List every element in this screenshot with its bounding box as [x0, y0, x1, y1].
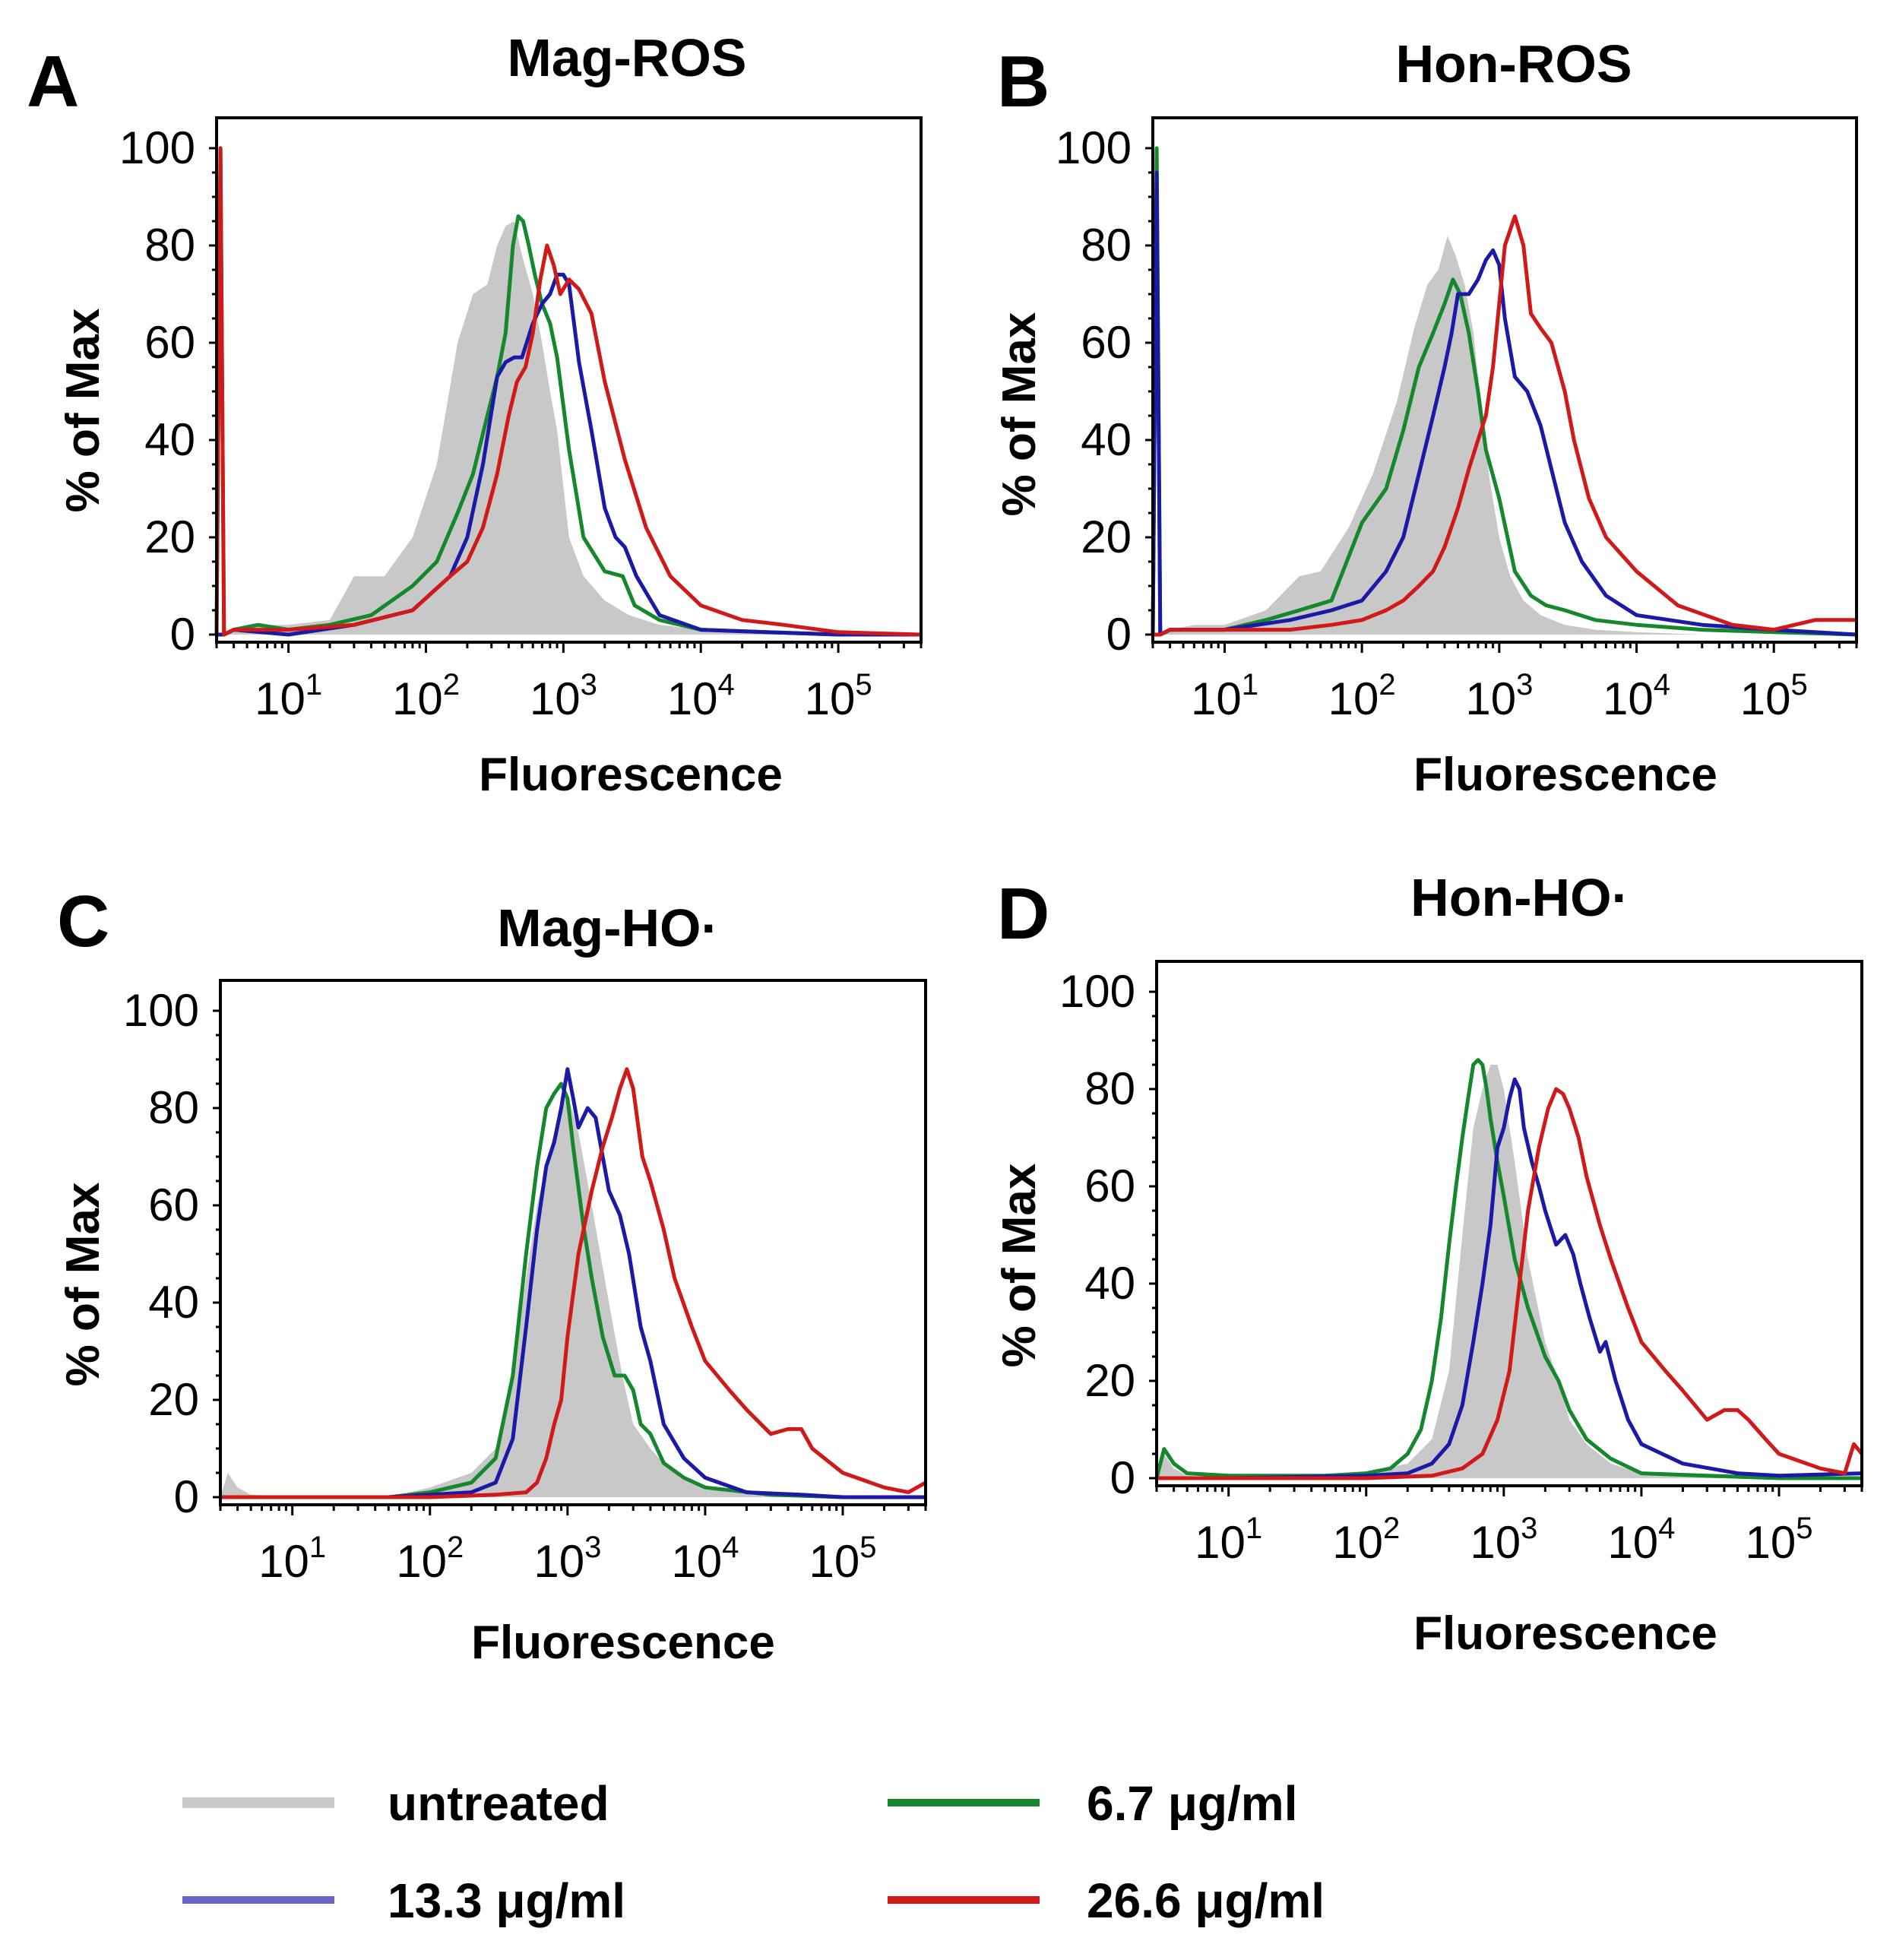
panel-b-ylabel: % of Max	[993, 312, 1046, 516]
y-tick-label: 20	[144, 511, 195, 562]
series-26-6-line	[1157, 1087, 1863, 1480]
panel-a-plot: 0 20 40 60 80 100 101 102 103 104 105	[119, 116, 923, 724]
y-tick-label: 60	[1084, 1160, 1135, 1211]
legend-label-13-3: 13.3 μg/ml	[388, 1873, 625, 1928]
y-tick-label: 20	[148, 1374, 199, 1425]
series-13-3-line	[1151, 170, 1857, 637]
y-tick-label: 100	[1056, 122, 1132, 173]
x-tick-label: 102	[392, 668, 460, 724]
series-untreated-area	[217, 221, 921, 635]
y-tick-label: 60	[1081, 317, 1132, 368]
series-13-3-line	[220, 1067, 926, 1499]
x-tick-label: 104	[671, 1531, 739, 1587]
x-tick-label: 103	[1470, 1512, 1537, 1568]
x-tick-label: 105	[1745, 1512, 1812, 1568]
panel-c: C Mag-HO· Fluorescence % of Max 0 20 40 60 8…	[57, 881, 927, 1669]
panel-letter-d: D	[997, 873, 1049, 955]
panel-c-xlabel: Fluorescence	[471, 1616, 775, 1669]
series-26-6-line	[214, 146, 922, 637]
y-tick-label: 80	[148, 1082, 199, 1133]
y-tick-label: 20	[1081, 511, 1132, 562]
x-tick-label: 104	[667, 668, 735, 724]
series-6-7-line	[1151, 146, 1857, 637]
panel-c-plot: 0 20 40 60 80 100 101 102 103 104 105	[123, 979, 927, 1587]
panel-b-xlabel: Fluorescence	[1413, 749, 1717, 801]
y-tick-label: 40	[1084, 1258, 1135, 1309]
x-tick-label: 103	[530, 668, 597, 724]
panel-b-title: Hon-ROS	[1395, 34, 1632, 93]
panel-d: D Hon-HO· Fluorescence % of Max 0 20 40 60 8…	[993, 868, 1863, 1660]
x-tick-label: 101	[258, 1531, 326, 1587]
y-tick-label: 0	[1106, 609, 1132, 660]
y-tick-label: 80	[1081, 220, 1132, 271]
y-tick-label: 40	[148, 1277, 199, 1328]
x-tick-label: 105	[805, 668, 872, 724]
y-tick-label: 40	[144, 414, 195, 465]
panel-b: B Hon-ROS Fluorescence % of Max 0 20 40 60 8…	[993, 34, 1858, 801]
y-tick-label: 20	[1084, 1355, 1135, 1406]
x-tick-label: 102	[1328, 668, 1396, 724]
panel-a-xlabel: Fluorescence	[479, 749, 783, 801]
x-tick-label: 102	[396, 1531, 464, 1587]
y-tick-label: 100	[1059, 966, 1135, 1017]
x-tick-label: 105	[809, 1531, 876, 1587]
panel-a: A Mag-ROS Fluorescence % of Max 0 20 40 60 8…	[27, 28, 923, 801]
y-tick-label: 80	[1084, 1063, 1135, 1114]
panel-c-title: Mag-HO·	[497, 898, 719, 958]
legend-label-untreated: untreated	[388, 1776, 609, 1831]
x-tick-label: 101	[1195, 1512, 1262, 1568]
x-tick-label: 101	[255, 668, 322, 724]
x-tick-label: 104	[1607, 1512, 1675, 1568]
y-tick-label: 60	[148, 1179, 199, 1230]
panel-d-xlabel: Fluorescence	[1413, 1607, 1717, 1660]
y-tick-label: 0	[174, 1471, 199, 1522]
panel-d-title: Hon-HO·	[1410, 868, 1629, 927]
panel-a-title: Mag-ROS	[508, 28, 747, 87]
series-untreated-area	[1153, 236, 1857, 635]
panel-a-ylabel: % of Max	[57, 308, 109, 512]
panel-d-plot: 0 20 40 60 80 100 101 102 103 104 105	[1059, 960, 1863, 1568]
y-tick-label: 40	[1081, 414, 1132, 465]
series-26-6-line	[220, 1067, 927, 1499]
panel-letter-c: C	[57, 881, 109, 962]
series-6-7-line	[220, 1081, 926, 1499]
series-26-6-line	[1153, 214, 1857, 637]
x-tick-label: 105	[1740, 668, 1808, 724]
plot-frame	[1155, 960, 1863, 1487]
y-tick-label: 60	[144, 317, 195, 368]
x-tick-label: 101	[1191, 668, 1258, 724]
legend: untreated 6.7 μg/ml 13.3 μg/ml 26.6 μg/m…	[182, 1776, 1325, 1928]
plot-frame	[215, 116, 923, 644]
y-tick-label: 80	[144, 220, 195, 271]
x-tick-label: 103	[1465, 668, 1533, 724]
plot-frame	[219, 979, 927, 1506]
series-untreated-area	[1157, 1065, 1862, 1478]
x-tick-label: 102	[1332, 1512, 1400, 1568]
panel-letter-b: B	[997, 41, 1049, 122]
plot-frame	[1151, 116, 1858, 644]
y-tick-label: 100	[119, 122, 195, 173]
panel-b-plot: 0 20 40 60 80 100 101 102 103 104 105	[1056, 116, 1858, 724]
x-tick-label: 103	[533, 1531, 601, 1587]
panel-letter-a: A	[27, 41, 79, 122]
y-tick-label: 0	[1110, 1452, 1135, 1503]
legend-label-6-7: 6.7 μg/ml	[1087, 1776, 1297, 1831]
panel-c-ylabel: % of Max	[57, 1182, 109, 1386]
panel-d-ylabel: % of Max	[993, 1163, 1046, 1367]
y-tick-label: 100	[123, 985, 199, 1036]
legend-label-26-6: 26.6 μg/ml	[1087, 1873, 1325, 1928]
series-13-3-line	[1157, 1077, 1863, 1480]
x-tick-label: 104	[1603, 668, 1670, 724]
y-tick-label: 0	[170, 609, 195, 660]
